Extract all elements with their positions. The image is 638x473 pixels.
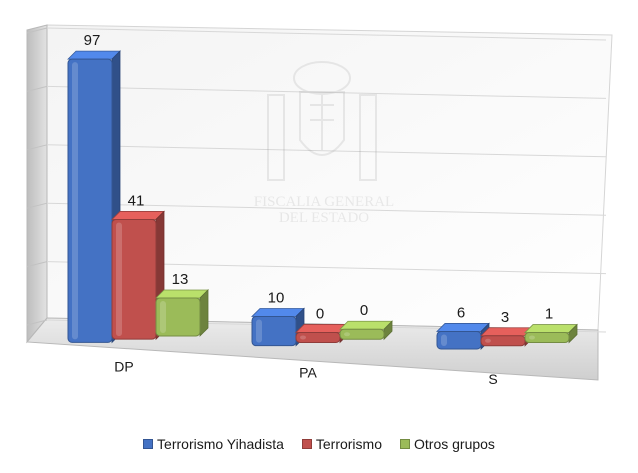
side-gridline	[26, 144, 48, 151]
legend-label: Otros grupos	[414, 436, 495, 452]
bar	[480, 335, 526, 347]
side-wall	[26, 24, 48, 344]
bar-top	[524, 324, 578, 333]
bar	[339, 328, 385, 340]
bar	[295, 331, 341, 343]
bar-top	[155, 289, 209, 299]
data-label: 0	[316, 305, 324, 322]
coat-of-arms-icon	[267, 61, 377, 181]
bar-highlight	[441, 334, 447, 346]
bar-highlight	[256, 319, 262, 343]
bar-highlight	[344, 332, 350, 337]
side-gridline	[26, 319, 48, 326]
side-gridline	[26, 85, 48, 92]
bar-highlight	[160, 300, 166, 333]
gridline	[46, 144, 607, 158]
category-label: S	[488, 371, 497, 387]
watermark: FISCALIA GENERAL DEL ESTADO	[254, 61, 394, 226]
bar-top	[111, 211, 165, 220]
watermark-line2: DEL ESTADO	[279, 210, 369, 226]
legend-label: Terrorismo Yihadista	[157, 436, 284, 452]
gridline	[46, 85, 607, 99]
category-labels-layer: DP PA S	[114, 358, 497, 387]
side-gridline	[26, 202, 48, 209]
bars-layer	[67, 50, 578, 350]
bar	[67, 58, 113, 343]
legend-item: Terrorismo	[301, 436, 382, 452]
data-label: 0	[360, 302, 368, 319]
legend-swatch	[301, 439, 312, 449]
data-labels-layer: 97 41 13 10 0 0 6 3 1	[84, 32, 554, 326]
bar-highlight	[116, 222, 122, 337]
legend-label: Terrorismo	[315, 436, 382, 452]
data-label: 13	[172, 271, 189, 288]
gridline	[46, 27, 607, 41]
data-label: 3	[501, 309, 509, 326]
bar-top	[67, 50, 121, 60]
bar-top	[339, 320, 393, 330]
data-label: 97	[84, 32, 101, 49]
bar-top	[251, 308, 305, 317]
category-label: PA	[299, 365, 317, 381]
data-label: 6	[457, 304, 465, 321]
legend-item: Terrorismo Yihadista	[143, 436, 284, 452]
bar	[111, 218, 157, 340]
bar-highlight	[485, 338, 491, 343]
data-label: 1	[545, 306, 553, 323]
bar	[251, 315, 297, 347]
legend: Terrorismo Yihadista Terrorismo Otros grup…	[0, 432, 638, 456]
category-label: DP	[114, 358, 133, 374]
legend-item: Otros grupos	[400, 436, 495, 452]
legend-swatch	[400, 439, 410, 449]
legend-swatch	[143, 439, 154, 449]
side-gridline	[26, 261, 48, 268]
watermark-line1: FISCALIA GENERAL	[254, 194, 394, 210]
bar-top	[436, 323, 490, 332]
data-label: 10	[268, 289, 285, 306]
gridline	[46, 202, 607, 216]
side-gridline	[26, 27, 48, 34]
bar-highlight	[72, 62, 78, 340]
bar	[155, 297, 201, 337]
bar-side	[199, 289, 209, 337]
bar-highlight	[529, 335, 535, 340]
bar-highlight	[300, 335, 306, 340]
bar	[524, 332, 570, 344]
data-label: 41	[128, 192, 145, 209]
